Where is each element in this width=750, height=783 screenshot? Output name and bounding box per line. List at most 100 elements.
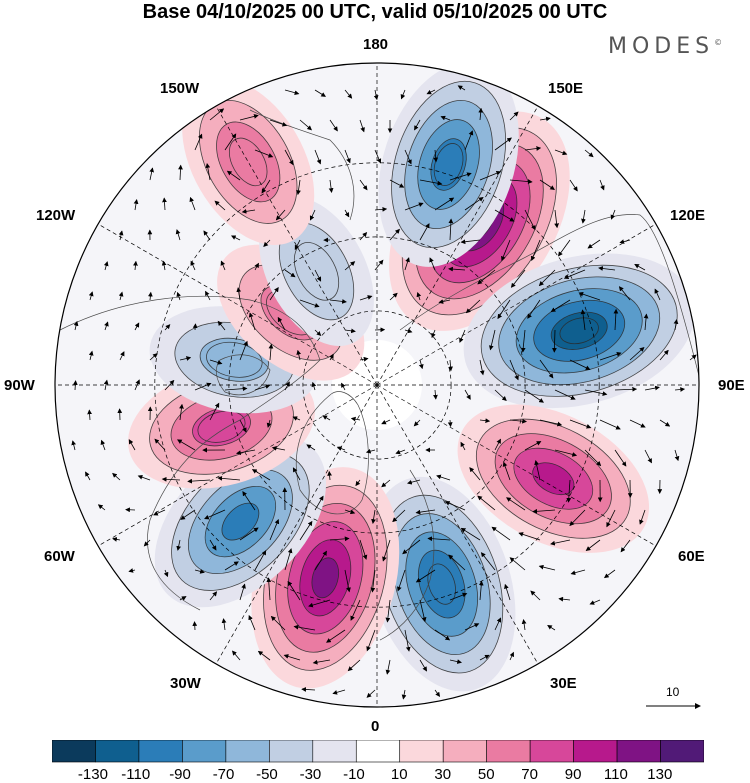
colorbar-tick-label: 10 [390,766,408,783]
wind-vector [520,329,526,353]
colorbar-segment-6 [312,740,357,763]
wind-vector [569,179,578,192]
wind-vector [359,356,369,362]
colorbar-segment-9 [442,740,487,763]
wind-vector [149,353,158,361]
wind-vector [359,295,373,301]
wind-vector [614,449,627,467]
wind-vector [355,479,361,487]
wind-vector [449,592,468,601]
wind-vector [504,583,511,601]
contour-75 [197,410,246,443]
wind-vector [209,539,217,551]
wind-vector [194,569,205,574]
wind-vector [179,596,187,601]
wind-vector [585,539,601,551]
wind-vector [209,108,225,121]
wind-vector [554,449,578,457]
wind-vector [217,475,241,481]
wind-vector [464,196,484,211]
wind-vector [659,419,671,427]
wind-vector [178,164,183,181]
colorbar-segment-2 [138,740,183,763]
wind-vector [344,149,351,164]
wind-vector [239,583,246,601]
wind-vector [97,504,106,511]
anomaly-field [55,63,699,707]
wind-vector [480,552,496,571]
wind-vector [224,133,237,151]
lon-label-180: 180 [363,36,389,53]
wind-vector [269,119,288,127]
wind-vector [242,491,256,511]
wind-vector [284,149,294,166]
wind-vector [366,689,376,698]
wind-vector [501,239,511,262]
wind-vector [599,179,605,191]
wind-vector [419,179,443,186]
wind-vector [326,629,346,643]
wind-vector [312,659,331,665]
wind-vector [404,328,413,334]
colorbar [52,740,704,763]
wind-vector [180,509,196,520]
wind-vector [370,569,376,593]
wind-vector [239,114,259,121]
wind-vector [460,441,466,451]
colorbar-tick-label: 30 [434,766,452,783]
wind-vector [426,89,436,95]
wind-vector [194,133,203,151]
colorbar-segment-0 [52,740,96,763]
lon-label-120e: 120E [670,207,706,224]
colorbar-segment-14 [660,740,704,763]
wind-vector [328,179,334,193]
wind-vector [251,469,271,481]
wind-vector [539,116,551,122]
wind-vector [554,149,568,156]
wind-vector [578,291,601,301]
wind-vector [530,590,541,601]
lon-label-150e: 150E [548,80,584,97]
wind-vector [460,527,481,541]
wind-vector [203,230,211,241]
wind-vector [620,539,631,553]
wind-vector [673,319,679,331]
wind-vector [311,381,317,391]
wind-vector [270,615,286,631]
wind-vector [494,438,501,451]
wind-vector [266,419,272,428]
coast-greenland [295,391,369,515]
colorbar-tick-label: -50 [256,766,278,783]
wind-vector [581,209,586,224]
wind-vector [217,320,226,331]
wind-vector [530,239,541,262]
coast-scandinavia [379,469,435,641]
wind-vector [350,416,361,422]
copyright-mark: © [714,38,723,47]
wind-vector [539,359,554,379]
wind-vector [283,654,301,661]
colorbar-segment-3 [182,740,227,763]
wind-vector [189,196,196,211]
wind-vector [397,569,406,592]
wind-vector [448,218,454,241]
wind-vector [419,599,427,623]
wind-vector [359,179,368,191]
wind-vector [292,416,301,421]
wind-vector [395,449,406,455]
wind-vector [205,290,211,301]
wind-vector [674,449,680,462]
wind-vector [350,599,361,621]
wind-vector [347,659,361,672]
colorbar-tick-label: 130 [647,766,673,783]
colorbar-segment-8 [399,740,444,763]
colorbar-segment-7 [355,740,401,763]
wind-vector [433,149,439,163]
wind-vector [558,596,571,602]
wind-vector [254,149,274,158]
wind-vector [294,239,301,251]
lon-label-150w: 150W [160,80,200,97]
wind-vector [449,172,472,181]
colorbar-tick-label: -70 [212,766,235,783]
wind-vector [176,291,182,301]
